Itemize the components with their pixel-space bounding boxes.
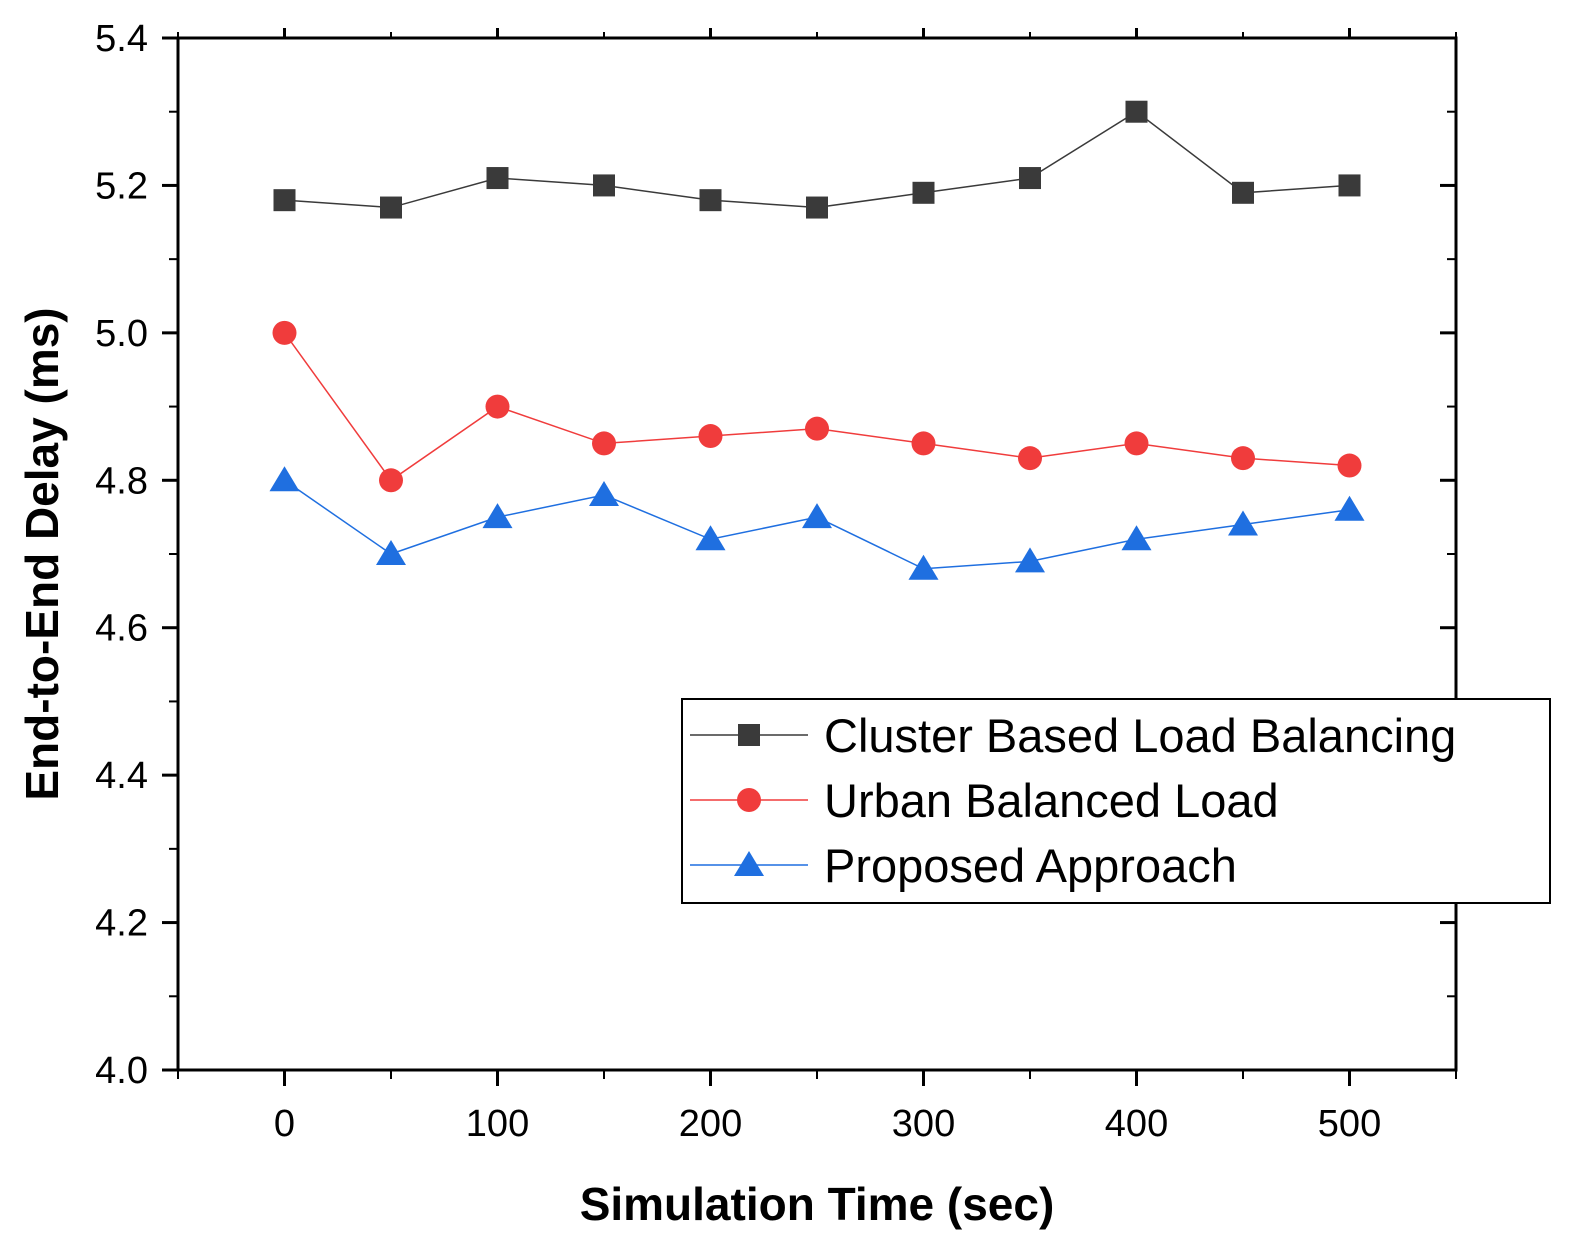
y-tick-label: 4.2 bbox=[95, 903, 148, 945]
x-axis-title: Simulation Time (sec) bbox=[580, 1178, 1055, 1230]
legend-marker bbox=[738, 724, 760, 746]
series-line bbox=[283, 332, 1350, 482]
legend: Cluster Based Load Balancing Urban Balanc… bbox=[681, 698, 1551, 904]
data-point bbox=[1018, 446, 1042, 471]
data-point bbox=[806, 196, 828, 219]
data-point bbox=[379, 468, 403, 493]
x-tick-label: 100 bbox=[466, 1103, 529, 1145]
x-tick-label: 300 bbox=[892, 1103, 955, 1145]
y-tick-label: 5.2 bbox=[95, 165, 148, 207]
legend-label: Proposed Approach bbox=[824, 839, 1237, 892]
y-tick-label: 4.0 bbox=[95, 1050, 148, 1092]
series-2 bbox=[272, 320, 1362, 493]
data-point bbox=[485, 394, 510, 419]
series-1 bbox=[273, 100, 1361, 219]
x-tick-label: 400 bbox=[1105, 1103, 1168, 1145]
data-point bbox=[699, 189, 722, 212]
data-point bbox=[908, 554, 939, 580]
series-line bbox=[284, 110, 1350, 209]
series-layer bbox=[269, 100, 1365, 580]
data-point bbox=[1019, 167, 1041, 190]
data-point bbox=[593, 174, 615, 197]
data-point bbox=[592, 431, 616, 456]
data-point bbox=[380, 196, 402, 219]
data-point bbox=[1015, 547, 1045, 573]
legend-marker bbox=[737, 788, 761, 812]
y-axis-title: End-to-End Delay (ms) bbox=[16, 307, 68, 800]
data-point bbox=[1121, 525, 1152, 551]
plot-frame bbox=[176, 36, 1458, 1072]
data-point bbox=[1228, 510, 1258, 536]
y-tick-label: 5.0 bbox=[95, 313, 148, 355]
data-point bbox=[802, 503, 832, 529]
data-point bbox=[1337, 453, 1362, 478]
data-point bbox=[1124, 431, 1149, 456]
data-point bbox=[911, 431, 936, 456]
data-point bbox=[698, 424, 723, 449]
data-point bbox=[589, 481, 619, 507]
legend-label: Cluster Based Load Balancing bbox=[824, 709, 1456, 762]
data-point bbox=[1334, 495, 1365, 521]
x-tick-label: 0 bbox=[274, 1103, 295, 1145]
legend-box bbox=[681, 698, 1551, 904]
data-point bbox=[805, 416, 829, 441]
legend-marker bbox=[734, 851, 764, 876]
data-point bbox=[376, 540, 406, 565]
x-tick-label: 500 bbox=[1318, 1103, 1381, 1145]
data-point bbox=[695, 525, 726, 551]
legend-label: Urban Balanced Load bbox=[824, 774, 1279, 827]
data-point bbox=[272, 320, 297, 345]
y-tick-label: 4.6 bbox=[95, 608, 148, 650]
data-point bbox=[1231, 446, 1255, 471]
data-point bbox=[912, 181, 935, 204]
data-point bbox=[482, 503, 513, 529]
series-3 bbox=[269, 466, 1365, 580]
data-point bbox=[273, 189, 296, 212]
y-tick-label: 4.8 bbox=[95, 460, 148, 502]
axis-ticks: 0 100 200 300 400 500 4.0 4.2 4.4 4.6 4.8 5.0 5.2 5.4 bbox=[95, 18, 1457, 1145]
data-point bbox=[1232, 181, 1254, 204]
y-tick-label: 5.4 bbox=[95, 18, 148, 60]
data-point bbox=[1338, 174, 1361, 197]
data-point bbox=[269, 466, 300, 492]
x-tick-label: 200 bbox=[679, 1103, 742, 1145]
y-tick-label: 4.4 bbox=[95, 755, 148, 797]
data-point bbox=[1125, 100, 1148, 123]
data-point bbox=[486, 167, 509, 190]
